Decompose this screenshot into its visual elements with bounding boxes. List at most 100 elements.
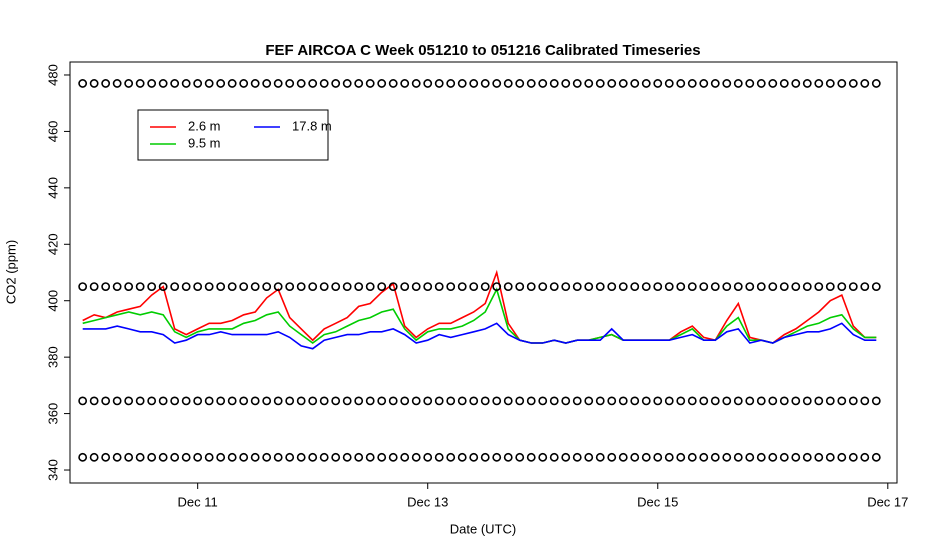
calibration-point [480, 79, 490, 88]
calibration-point [101, 452, 111, 462]
y-tick-label: 420 [45, 233, 60, 255]
calibration-point [848, 79, 858, 88]
calibration-point [492, 396, 502, 406]
calibration-point [204, 396, 214, 406]
calibration-point [814, 282, 824, 292]
calibration-point [825, 282, 835, 292]
calibration-point [216, 282, 226, 292]
calibration-point [515, 452, 525, 462]
y-tick-label: 440 [45, 177, 60, 199]
calibration-point [400, 282, 410, 292]
calibration-point [377, 452, 387, 462]
calibration-point [837, 396, 847, 406]
calibration-point [791, 452, 801, 462]
calibration-point [653, 452, 663, 462]
calibration-point [561, 396, 571, 406]
calibration-point [733, 282, 743, 292]
calibration-point [89, 396, 99, 406]
calibration-point [262, 282, 272, 292]
calibration-point [653, 396, 663, 406]
calibration-point [342, 452, 352, 462]
calibration-point [745, 79, 755, 88]
calibration-point [411, 452, 421, 462]
calibration-point [791, 396, 801, 406]
calibration-point [434, 452, 444, 462]
calibration-point [630, 452, 640, 462]
calibration-point [837, 452, 847, 462]
calibration-point [699, 396, 709, 406]
calibration-point [768, 282, 778, 292]
calibration-point [342, 79, 352, 88]
calibration-point [653, 79, 663, 88]
calibration-point [446, 282, 456, 292]
calibration-point [181, 79, 191, 88]
calibration-point [147, 282, 157, 292]
calibration-point [722, 79, 732, 88]
calibration-point [446, 79, 456, 88]
calibration-point [147, 396, 157, 406]
calibration-point [756, 396, 766, 406]
calibration-point [802, 282, 812, 292]
calibration-point [239, 79, 249, 88]
calibration-point [733, 452, 743, 462]
calibration-point [239, 396, 249, 406]
calibration-point [170, 282, 180, 292]
calibration-point [377, 79, 387, 88]
data-line [82, 322, 877, 350]
calibration-point [170, 79, 180, 88]
calibration-point [871, 79, 881, 88]
calibration-point [837, 79, 847, 88]
calibration-point [78, 396, 88, 406]
calibration-point [457, 79, 467, 88]
calibration-point [250, 452, 260, 462]
calibration-point [802, 79, 812, 88]
calibration-point [584, 79, 594, 88]
calibration-point [699, 452, 709, 462]
calibration-point [227, 396, 237, 406]
calibration-point [273, 282, 283, 292]
calibration-point [572, 396, 582, 406]
calibration-point [687, 282, 697, 292]
calibration-point [549, 282, 559, 292]
calibration-point [411, 282, 421, 292]
calibration-point [89, 282, 99, 292]
calibration-point [664, 79, 674, 88]
calibration-point [354, 452, 364, 462]
calibration-point [319, 396, 329, 406]
calibration-point [779, 396, 789, 406]
calibration-point [526, 282, 536, 292]
calibration-point [388, 452, 398, 462]
y-tick-label: 400 [45, 290, 60, 312]
calibration-point [354, 79, 364, 88]
calibration-point [641, 282, 651, 292]
data-line [82, 287, 877, 344]
calibration-point [354, 396, 364, 406]
calibration-point [469, 452, 479, 462]
legend: 2.6 m 9.5 m 17.8 m [137, 109, 332, 161]
calibration-point [308, 79, 318, 88]
calibration-point [630, 396, 640, 406]
calibration-point [423, 282, 433, 292]
calibration-point [273, 79, 283, 88]
calibration-point [503, 396, 513, 406]
calibration-point [101, 79, 111, 88]
calibration-point [653, 282, 663, 292]
calibration-point [319, 79, 329, 88]
calibration-point [124, 452, 134, 462]
calibration-point [262, 452, 272, 462]
calibration-point [285, 396, 295, 406]
calibration-point [722, 396, 732, 406]
calibration-point [641, 452, 651, 462]
calibration-point [779, 79, 789, 88]
calibration-point [848, 282, 858, 292]
y-tick-label: 360 [45, 403, 60, 425]
calibration-point [664, 396, 674, 406]
y-tick-label: 340 [45, 459, 60, 481]
calibration-point [480, 452, 490, 462]
calibration-point [457, 452, 467, 462]
calibration-point [400, 396, 410, 406]
calibration-point [193, 282, 203, 292]
calibration-point [526, 452, 536, 462]
calibration-point [710, 79, 720, 88]
calibration-point [469, 396, 479, 406]
